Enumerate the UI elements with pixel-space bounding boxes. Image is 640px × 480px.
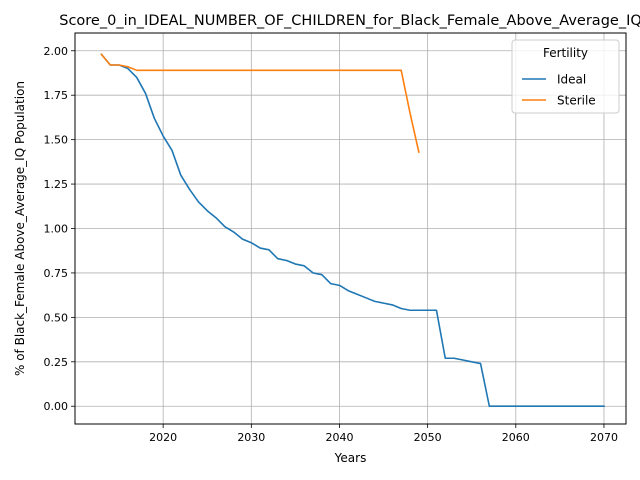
x-tick-label: 2060 [502, 431, 530, 444]
legend: Fertility Ideal Sterile [511, 39, 620, 114]
legend-box [511, 39, 620, 114]
legend-label-sterile: Sterile [557, 94, 596, 108]
x-tick-label: 2050 [414, 431, 442, 444]
x-tick-label: 2020 [149, 431, 177, 444]
series-lines [100, 53, 605, 408]
y-tick-label: 0.75 [44, 267, 69, 280]
series-line-ideal [100, 53, 605, 408]
x-axis-label: Years [334, 451, 367, 465]
y-tick-label: 0.50 [44, 311, 69, 324]
y-tick-label: 1.25 [44, 178, 69, 191]
legend-label-ideal: Ideal [557, 73, 586, 87]
y-axis-label: % of Black_Female Above_Average_IQ Popul… [13, 81, 27, 376]
y-tick-label: 0.25 [44, 356, 69, 369]
series-line-sterile [100, 53, 420, 154]
x-axis-ticks: 2020 2030 2040 2050 2060 2070 [149, 424, 618, 444]
x-tick-label: 2040 [325, 431, 353, 444]
chart-title: Score_0_in_IDEAL_NUMBER_OF_CHILDREN_for_… [59, 13, 640, 29]
y-tick-label: 0.00 [44, 400, 69, 413]
legend-entries: Ideal Sterile [522, 73, 596, 108]
y-tick-label: 1.75 [44, 89, 69, 102]
y-tick-label: 1.00 [44, 223, 69, 236]
x-tick-label: 2030 [237, 431, 265, 444]
x-tick-label: 2070 [590, 431, 618, 444]
y-tick-label: 2.00 [44, 45, 69, 58]
legend-title: Fertility [543, 46, 588, 60]
y-tick-label: 1.50 [44, 134, 69, 147]
y-axis-ticks: 0.00 0.25 0.50 0.75 1.00 1.25 1.50 1.75 2.00 [44, 45, 75, 413]
